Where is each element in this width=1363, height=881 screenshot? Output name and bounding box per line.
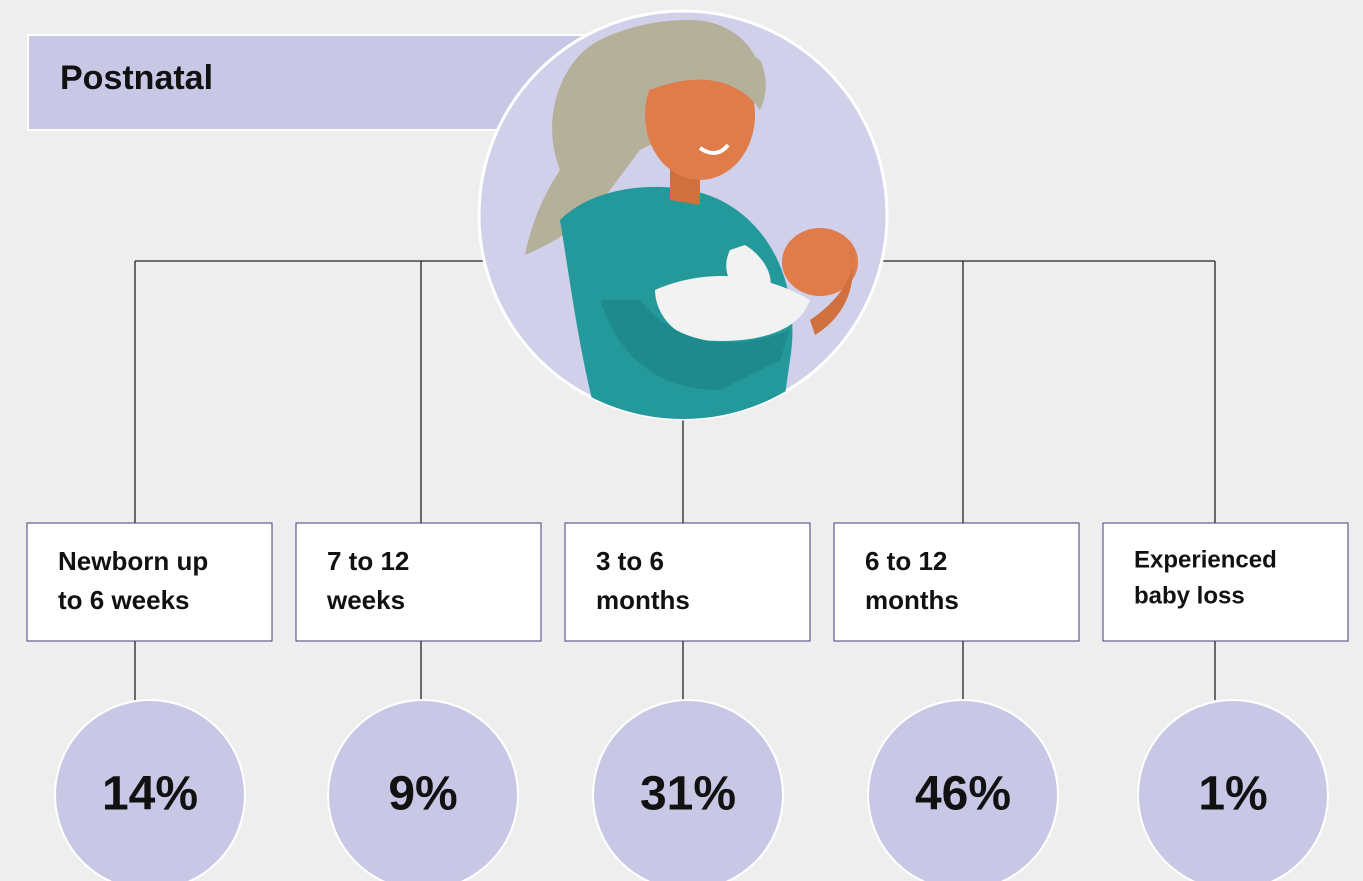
node-label: to 6 weeks xyxy=(58,585,190,615)
node-value: 1% xyxy=(1198,768,1267,821)
value-circle xyxy=(54,699,246,881)
node-box xyxy=(564,522,811,642)
node-label: months xyxy=(596,585,690,615)
node-label: 7 to 12 xyxy=(327,546,409,576)
node-label: months xyxy=(865,585,959,615)
node-label: weeks xyxy=(326,585,405,615)
title: Postnatal xyxy=(60,59,213,97)
node-box xyxy=(26,522,273,642)
node-box xyxy=(295,522,542,642)
node-box xyxy=(1102,522,1349,642)
value-circle xyxy=(867,699,1059,881)
nodes: Newborn up to 6 weeks 14% 7 to 12 weeks 9% 3 t… xyxy=(26,261,1349,881)
value-circle xyxy=(592,699,784,881)
node-label: baby loss xyxy=(1134,582,1245,609)
node-box xyxy=(833,522,1080,642)
value-circle xyxy=(327,699,519,881)
node-value: 31% xyxy=(640,768,736,821)
node-label: 6 to 12 xyxy=(865,546,947,576)
title-box xyxy=(27,34,589,131)
node-value: 14% xyxy=(102,768,198,821)
node-value: 9% xyxy=(388,768,457,821)
node-label: 3 to 6 xyxy=(596,546,664,576)
node-value: 46% xyxy=(915,768,1011,821)
value-circle xyxy=(1137,699,1329,881)
illustration xyxy=(525,20,858,419)
node-label: Newborn up xyxy=(58,546,208,576)
node-label: Experienced xyxy=(1134,546,1277,573)
